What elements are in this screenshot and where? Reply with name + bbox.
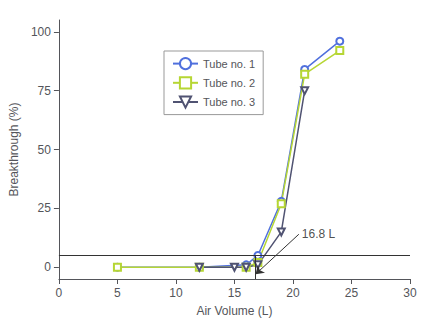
- svg-text:20: 20: [286, 286, 300, 300]
- svg-text:Tube no. 2: Tube no. 2: [203, 77, 255, 89]
- svg-text:100: 100: [31, 25, 51, 39]
- svg-text:Air Volume (L): Air Volume (L): [196, 304, 272, 318]
- svg-text:0: 0: [44, 260, 51, 274]
- svg-text:25: 25: [345, 286, 359, 300]
- svg-text:16.8 L: 16.8 L: [302, 227, 336, 241]
- svg-text:Breakthrough (%): Breakthrough (%): [7, 102, 21, 196]
- svg-text:25: 25: [38, 201, 52, 215]
- svg-text:15: 15: [228, 286, 242, 300]
- svg-text:75: 75: [38, 84, 52, 98]
- svg-text:30: 30: [403, 286, 417, 300]
- svg-text:Tube no. 1: Tube no. 1: [203, 58, 255, 70]
- svg-text:50: 50: [38, 143, 52, 157]
- svg-text:10: 10: [169, 286, 183, 300]
- svg-text:Tube no. 3: Tube no. 3: [203, 96, 255, 108]
- svg-text:0: 0: [56, 286, 63, 300]
- svg-text:5: 5: [114, 286, 121, 300]
